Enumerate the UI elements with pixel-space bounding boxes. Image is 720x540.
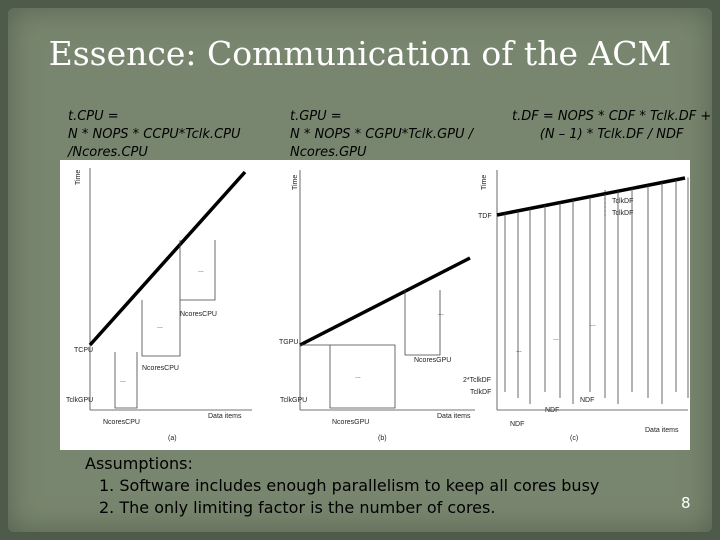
label: TGPU bbox=[279, 339, 298, 346]
axis-label: Time bbox=[292, 175, 299, 190]
label: TDF bbox=[478, 213, 492, 220]
label: NcoresGPU bbox=[332, 419, 369, 426]
formula-line: t.GPU = bbox=[290, 109, 342, 124]
panel-b: Time Data items (b) TGPU TclkGPU NcoresG… bbox=[279, 170, 475, 442]
formula-gpu: t.GPU = N * NOPS * CGPU*Tclk.GPU / Ncore… bbox=[290, 108, 473, 162]
label: TCPU bbox=[74, 347, 93, 354]
axis-label: Data items bbox=[645, 427, 679, 434]
label: NcoresCPU bbox=[103, 419, 140, 426]
dots: ... bbox=[157, 323, 163, 330]
time-line bbox=[88, 170, 247, 347]
box bbox=[114, 352, 138, 409]
bars bbox=[504, 177, 689, 404]
dots: ... bbox=[120, 377, 126, 384]
label: TclkDF bbox=[612, 198, 633, 205]
formula-line: N * NOPS * CCPU*Tclk.CPU bbox=[68, 127, 241, 142]
caption: (a) bbox=[168, 435, 177, 442]
label: NcoresCPU bbox=[180, 311, 217, 318]
label: TclkGPU bbox=[280, 397, 307, 404]
formula-line: (N – 1) * Tclk.DF / NDF bbox=[539, 127, 684, 142]
formula-line: Ncores.GPU bbox=[290, 145, 367, 160]
panel-a: Time Data items (a) TCPU TclkGPU NcoresC… bbox=[66, 168, 252, 442]
dots: ... bbox=[198, 267, 204, 274]
box bbox=[404, 290, 441, 356]
label: TclkDF bbox=[612, 210, 633, 217]
page-number: 8 bbox=[681, 494, 691, 512]
formula-line: N * NOPS * CGPU*Tclk.GPU / bbox=[290, 127, 474, 142]
time-line bbox=[299, 256, 471, 347]
slide-title: Essence: Communication of the ACM bbox=[48, 34, 672, 73]
dots: ... bbox=[553, 335, 559, 342]
assumptions: Assumptions: 1. Software includes enough… bbox=[85, 453, 599, 519]
label: NDF bbox=[510, 421, 524, 428]
assumption-item: 1. Software includes enough parallelism … bbox=[99, 476, 600, 495]
formula-df: t.DF = NOPS * CDF * Tclk.DF + (N – 1) * … bbox=[512, 108, 711, 144]
box bbox=[300, 344, 396, 409]
panel-c: Time Data items (c) TDF TclkDF TclkDF 2*… bbox=[463, 170, 689, 442]
dots: ... bbox=[516, 347, 522, 354]
axis-label: Time bbox=[75, 170, 82, 185]
formula-cpu: t.CPU = N * NOPS * CCPU*Tclk.CPU /Ncores… bbox=[68, 108, 241, 162]
label: TclkDF bbox=[470, 389, 491, 396]
assumptions-heading: Assumptions: bbox=[85, 454, 193, 473]
axis-label: Time bbox=[481, 175, 488, 190]
label: NDF bbox=[545, 407, 559, 414]
label: NcoresCPU bbox=[142, 365, 179, 372]
label: NcoresGPU bbox=[414, 357, 451, 364]
axis-label: Data items bbox=[208, 413, 242, 420]
formula-line: t.CPU = bbox=[68, 109, 119, 124]
axis-label: Data items bbox=[437, 413, 471, 420]
label: TclkGPU bbox=[66, 397, 93, 404]
dots: ... bbox=[438, 310, 444, 317]
formula-line: /Ncores.CPU bbox=[68, 145, 148, 160]
formula-line: t.DF = NOPS * CDF * Tclk.DF + bbox=[512, 109, 712, 124]
caption: (c) bbox=[570, 435, 578, 442]
figure: Time Data items (a) TCPU TclkGPU NcoresC… bbox=[60, 160, 690, 450]
dots: ... bbox=[355, 373, 361, 380]
time-line bbox=[496, 176, 686, 217]
box bbox=[141, 300, 181, 357]
box bbox=[179, 240, 216, 301]
label: 2*TclkDF bbox=[463, 377, 491, 384]
dots: ... bbox=[590, 321, 596, 328]
assumption-item: 2. The only limiting factor is the numbe… bbox=[99, 498, 496, 517]
caption: (b) bbox=[378, 435, 387, 442]
label: NDF bbox=[580, 397, 594, 404]
